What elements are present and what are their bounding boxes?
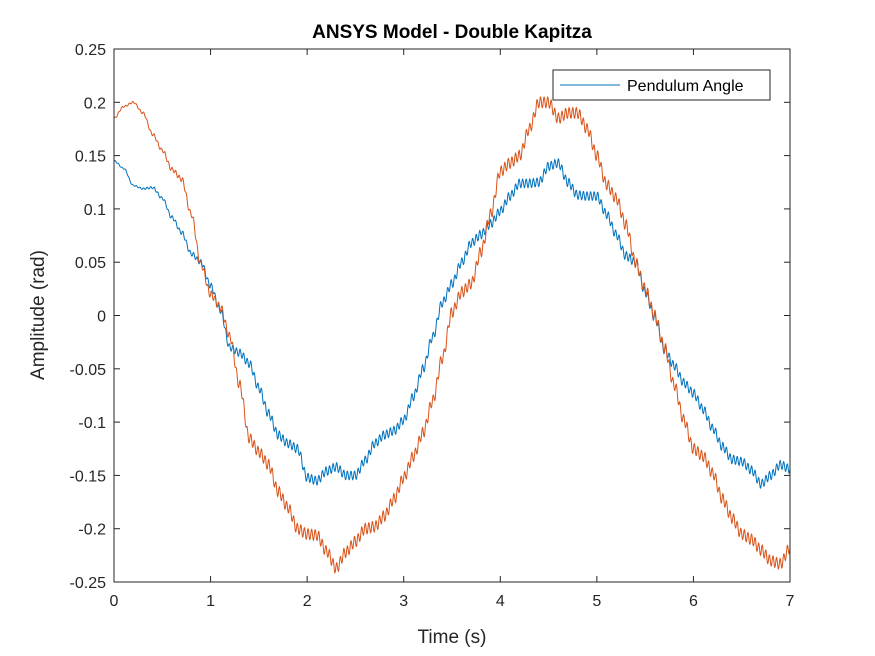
x-tick-label-0: 0	[110, 593, 119, 610]
y-axis-label: Amplitude (rad)	[28, 250, 49, 380]
series-line-0	[113, 158, 791, 490]
legend: Pendulum Angle	[552, 69, 771, 101]
legend-entry-pendulum-angle: Pendulum Angle	[627, 78, 744, 95]
y-tick-label-10: 0.25	[75, 42, 106, 59]
y-tick-label-9: 0.2	[84, 95, 106, 112]
y-tick-label-0: -0.25	[70, 575, 107, 592]
chart-title: ANSYS Model - Double Kapitza	[312, 22, 592, 43]
x-axis-label: Time (s)	[418, 627, 487, 648]
x-tick-label-4: 4	[496, 593, 505, 610]
y-tick-label-1: -0.2	[78, 522, 106, 539]
y-tick-label-2: -0.15	[70, 468, 107, 485]
y-tick-label-7: 0.1	[84, 202, 106, 219]
x-tick-label-7: 7	[786, 593, 795, 610]
y-tick-label-8: 0.15	[75, 149, 106, 166]
x-tick-label-5: 5	[592, 593, 601, 610]
x-tick-label-3: 3	[399, 593, 408, 610]
x-tick-label-1: 1	[206, 593, 215, 610]
series-layer	[113, 96, 791, 574]
y-tick-label-6: 0.05	[75, 255, 106, 272]
y-tick-label-3: -0.1	[78, 415, 106, 432]
tick-layer: 0 1 2 3 4 5 6 7 -0.25 -0.2 -0.15 -0.1 -0.05 0 0.05 0.1 0…	[70, 42, 795, 610]
x-tick-label-2: 2	[303, 593, 312, 610]
y-tick-label-4: -0.05	[70, 362, 107, 379]
series-line-1	[113, 96, 791, 574]
y-tick-label-5: 0	[97, 309, 106, 326]
x-tick-label-6: 6	[689, 593, 698, 610]
